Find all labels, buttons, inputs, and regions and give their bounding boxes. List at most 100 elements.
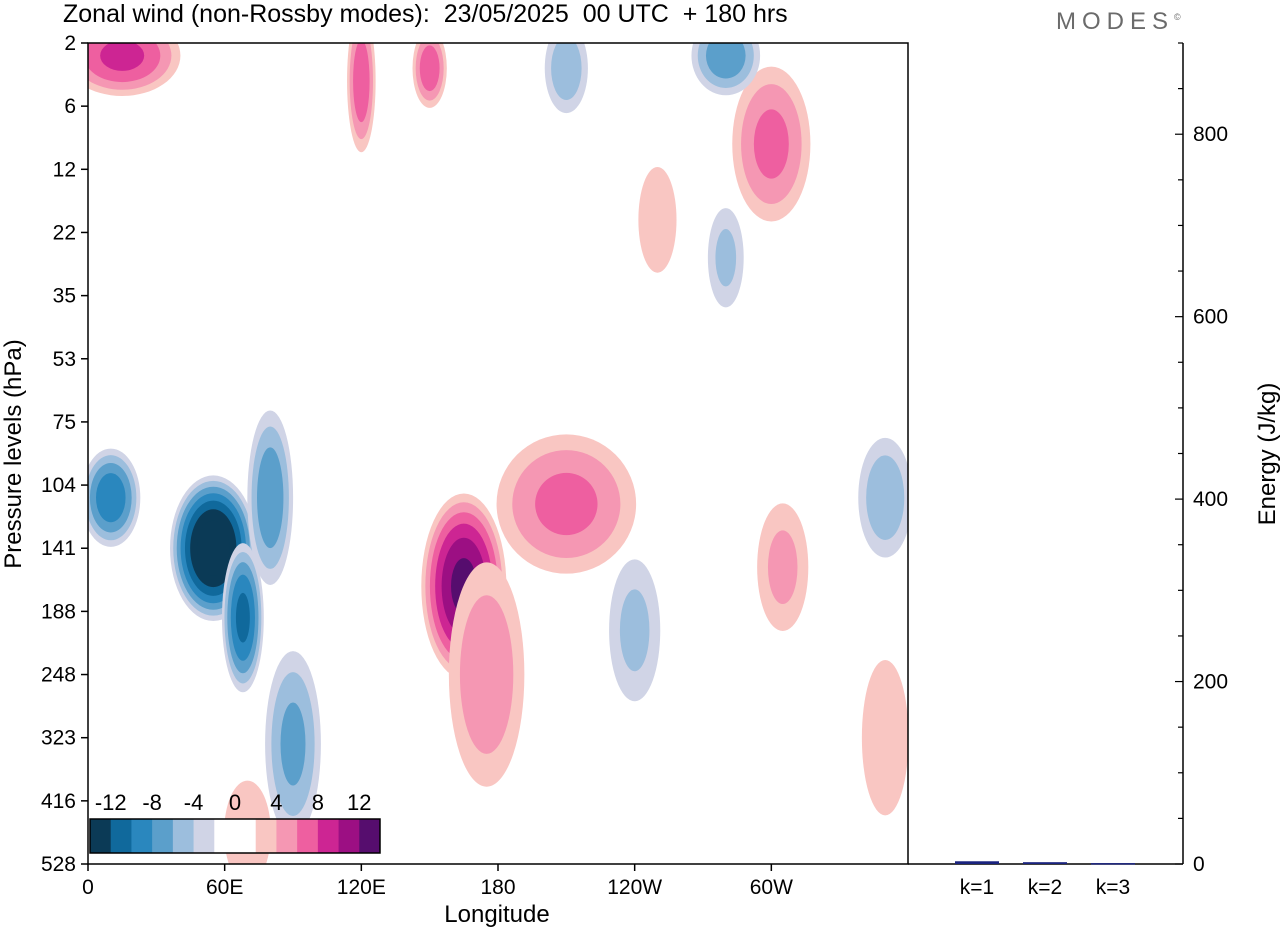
colorbar-swatch xyxy=(235,819,257,853)
contour-band xyxy=(280,702,306,786)
modes-logo: MODES© xyxy=(1056,8,1181,36)
logo-mark: © xyxy=(1174,12,1181,22)
contour-band xyxy=(767,530,798,605)
contour-band xyxy=(866,455,905,541)
colorbar-swatch xyxy=(193,819,215,853)
contour-band xyxy=(535,472,598,536)
wind-anomaly xyxy=(861,660,908,816)
colorbar-label: -4 xyxy=(184,790,204,815)
wind-anomaly xyxy=(544,43,588,114)
colorbar-swatch xyxy=(338,819,360,853)
colorbar-swatch xyxy=(317,819,339,853)
energy-bar-label: k=3 xyxy=(1096,876,1130,899)
contour-band xyxy=(235,592,250,643)
colorbar-swatch xyxy=(359,819,381,853)
wind-anomaly xyxy=(88,43,181,96)
colorbar-label: 4 xyxy=(270,790,282,815)
colorbar-swatch xyxy=(297,819,319,853)
y-tick-label: 323 xyxy=(41,727,76,750)
wind-anomaly xyxy=(707,208,744,308)
contour-band xyxy=(705,43,746,79)
contour-band xyxy=(257,447,284,549)
wind-anomaly xyxy=(247,410,294,585)
wind-anomaly xyxy=(757,503,809,632)
y-tick-label: 2 xyxy=(64,32,76,55)
energy-bar-label: k=1 xyxy=(960,876,994,899)
contour-band xyxy=(638,166,677,273)
colorbar-swatch xyxy=(172,819,194,853)
y-tick-label: 53 xyxy=(53,348,76,371)
colorbar: -12 -8 -4 0 4 8 12 xyxy=(89,790,381,854)
x-tick-label: 60W xyxy=(750,876,793,899)
x-axis-title: Longitude xyxy=(444,901,549,928)
x-tick-label: 60E xyxy=(206,876,243,899)
contour-band xyxy=(753,109,789,179)
wind-anomaly xyxy=(221,543,264,693)
energy-bar xyxy=(1023,862,1067,864)
colorbar-label: -12 xyxy=(95,790,127,815)
contour-band xyxy=(100,43,145,71)
y-tick-label: 22 xyxy=(53,221,76,244)
wind-anomaly xyxy=(265,651,321,837)
contour-band xyxy=(419,45,440,92)
x-tick-label: 0 xyxy=(82,876,94,899)
wind-anomaly xyxy=(732,66,811,222)
contour-band xyxy=(861,660,908,816)
y-axis-title: Pressure levels (hPa) xyxy=(0,339,27,568)
longitude-axis: 0 60E 120E 180 120W 60W xyxy=(82,864,793,899)
wind-anomaly xyxy=(448,562,525,787)
wind-anomaly xyxy=(88,448,141,547)
colorbar-swatch xyxy=(255,819,277,853)
wind-anomaly xyxy=(638,166,677,273)
y-tick-label: 104 xyxy=(41,474,76,497)
wind-anomaly xyxy=(347,43,376,153)
wind-anomaly xyxy=(496,434,637,574)
y-tick-label: 416 xyxy=(41,790,76,813)
y-tick-label: 75 xyxy=(53,411,76,434)
y-tick-label: 6 xyxy=(64,95,76,118)
colorbar-swatch xyxy=(152,819,174,853)
wind-anomaly xyxy=(412,43,447,108)
contour-band xyxy=(96,473,126,523)
logo-text: MODES xyxy=(1056,8,1175,35)
energy-bar xyxy=(1091,863,1135,865)
contour-band xyxy=(353,43,370,123)
colorbar-swatch xyxy=(90,819,112,853)
contour-band xyxy=(551,43,582,100)
wind-anomaly xyxy=(609,559,661,702)
energy-bar xyxy=(955,861,999,864)
energy-panel: 0 200 400 600 800 k=1 k=2 k=3 xyxy=(955,42,1228,899)
colorbar-swatch xyxy=(214,819,236,853)
contour-band xyxy=(459,595,514,754)
y-tick-label: 12 xyxy=(53,158,76,181)
colorbar-label: -8 xyxy=(142,790,162,815)
energy-axis-title: Energy (J/kg) xyxy=(1254,383,1280,526)
colorbar-frame xyxy=(89,818,381,854)
colorbar-label: 0 xyxy=(229,790,241,815)
contour-band xyxy=(715,229,737,287)
x-tick-label: 120W xyxy=(607,876,662,899)
y-tick-label: 248 xyxy=(41,664,76,687)
wind-anomaly xyxy=(691,43,761,96)
y-tick-label: 35 xyxy=(53,285,76,308)
colorbar-swatch xyxy=(131,819,153,853)
heatmap-field xyxy=(88,43,908,864)
chart-title: Zonal wind (non-Rossby modes): 23/05/202… xyxy=(63,0,788,28)
pressure-axis: 2 6 12 22 35 53 75 104 141 188 248 323 416 528 xyxy=(41,32,88,876)
contour-band xyxy=(196,520,230,576)
colorbar-label: 12 xyxy=(347,790,371,815)
energy-tick-label: 0 xyxy=(1193,853,1205,876)
x-tick-label: 120E xyxy=(337,876,386,899)
y-tick-label: 528 xyxy=(41,853,76,876)
wind-anomaly xyxy=(858,437,908,558)
energy-tick-label: 400 xyxy=(1193,488,1228,511)
colorbar-swatch xyxy=(276,819,298,853)
colorbar-swatch xyxy=(110,819,132,853)
energy-tick-label: 200 xyxy=(1193,671,1228,694)
energy-bar-label: k=2 xyxy=(1028,876,1062,899)
colorbar-label: 8 xyxy=(312,790,324,815)
y-tick-label: 141 xyxy=(41,537,76,560)
x-tick-label: 180 xyxy=(480,876,515,899)
contour-band xyxy=(619,589,650,672)
